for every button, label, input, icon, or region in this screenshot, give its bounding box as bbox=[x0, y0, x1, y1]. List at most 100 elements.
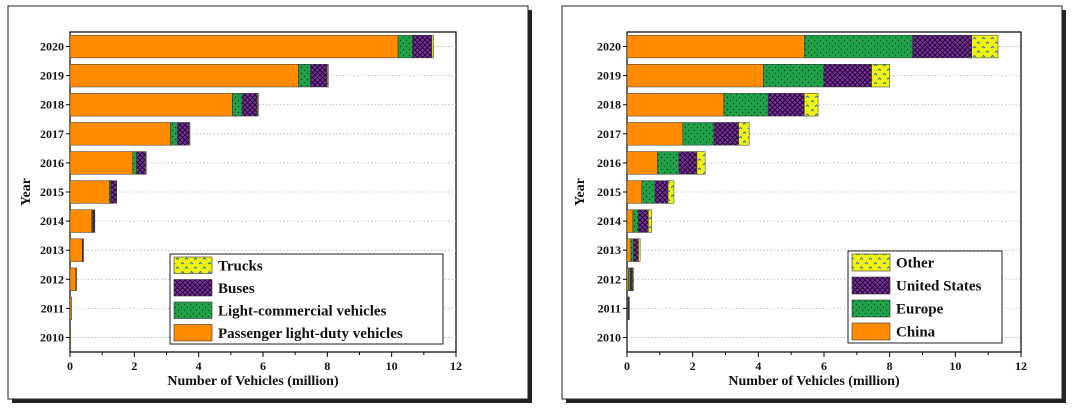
y-axis-title: Year bbox=[19, 178, 34, 206]
bar-2012-other bbox=[632, 267, 634, 291]
bar-2016-passenger-light-duty-vehicles bbox=[69, 151, 133, 175]
bar-2018-light-commercial-vehicles bbox=[232, 93, 243, 117]
bar-2016-europe bbox=[657, 151, 680, 175]
bar-2014-other bbox=[648, 209, 652, 233]
legend-box bbox=[169, 253, 444, 345]
y-tick-label-2015: 2015 bbox=[40, 185, 64, 199]
x-tick-label-8: 8 bbox=[324, 359, 330, 373]
legend-label-united-states: United States bbox=[896, 279, 982, 295]
bar-2018-united-states bbox=[767, 93, 805, 117]
legend-label-light-commercial-vehicles: Light-commercial vehicles bbox=[218, 303, 387, 319]
bar-2016-buses bbox=[136, 151, 146, 175]
bar-2014-united-states bbox=[638, 209, 649, 233]
legend-swatch-other bbox=[851, 253, 891, 272]
y-tick-label-2017: 2017 bbox=[597, 127, 621, 141]
x-tick-label-10: 10 bbox=[949, 359, 961, 373]
y-tick-label-2020: 2020 bbox=[597, 40, 621, 54]
x-tick-label-2: 2 bbox=[690, 359, 696, 373]
bar-2017-china bbox=[626, 122, 684, 146]
y-axis-title: Year bbox=[573, 178, 588, 206]
legend-swatch-light-commercial-vehicles bbox=[173, 301, 213, 319]
bar-2019-passenger-light-duty-vehicles bbox=[69, 64, 299, 88]
bar-2013-united-states bbox=[633, 238, 639, 262]
bar-2017-united-states bbox=[713, 122, 739, 146]
bar-2016-light-commercial-vehicles bbox=[132, 151, 137, 175]
bar-2019-europe bbox=[763, 64, 825, 88]
x-tick-label-8: 8 bbox=[887, 359, 893, 373]
y-tick-label-2018: 2018 bbox=[40, 98, 64, 112]
bar-2020-passenger-light-duty-vehicles bbox=[69, 34, 399, 59]
bar-2011-passenger-light-duty-vehicles bbox=[69, 296, 72, 320]
bar-2015-other bbox=[667, 180, 675, 204]
y-tick-label-2019: 2019 bbox=[40, 69, 64, 83]
y-tick-label-2020: 2020 bbox=[40, 40, 64, 54]
bar-2013-other bbox=[638, 238, 641, 262]
bar-2020-light-commercial-vehicles bbox=[397, 34, 413, 59]
x-tick-label-0: 0 bbox=[624, 359, 630, 373]
legend-swatch-buses bbox=[173, 279, 213, 297]
bar-2014-passenger-light-duty-vehicles bbox=[69, 209, 93, 233]
legend-label-other: Other bbox=[896, 256, 935, 272]
y-tick-label-2014: 2014 bbox=[40, 214, 64, 228]
y-tick-label-2011: 2011 bbox=[41, 301, 64, 315]
bar-2013-buses bbox=[82, 238, 84, 262]
bar-2016-china bbox=[626, 151, 658, 175]
y-tick-label-2010: 2010 bbox=[597, 330, 621, 344]
bar-2017-europe bbox=[682, 122, 715, 146]
legend-label-buses: Buses bbox=[218, 281, 255, 297]
bar-2019-light-commercial-vehicles bbox=[298, 64, 311, 88]
bar-2017-other bbox=[738, 122, 750, 146]
bar-2018-trucks bbox=[257, 93, 259, 117]
y-tick-label-2010: 2010 bbox=[40, 330, 64, 344]
bar-2016-trucks bbox=[145, 151, 147, 175]
bar-2020-united-states bbox=[912, 34, 972, 59]
legend-label-china: China bbox=[896, 325, 936, 341]
bar-2015-buses bbox=[110, 180, 117, 204]
bar-2020-china bbox=[626, 34, 805, 59]
bar-2017-buses bbox=[177, 122, 190, 146]
legend-swatch-trucks bbox=[173, 256, 213, 274]
bar-2010-passenger-light-duty-vehicles bbox=[69, 325, 71, 350]
x-tick-label-4: 4 bbox=[196, 359, 202, 373]
x-tick-label-10: 10 bbox=[386, 359, 398, 373]
legend-swatch-europe bbox=[851, 299, 891, 318]
legend-swatch-china bbox=[851, 322, 891, 341]
bar-2019-united-states bbox=[823, 64, 872, 88]
bar-2018-other bbox=[804, 93, 819, 117]
x-tick-label-6: 6 bbox=[260, 359, 266, 373]
bar-2020-trucks bbox=[431, 34, 434, 59]
bar-2018-china bbox=[626, 93, 725, 117]
y-tick-label-2014: 2014 bbox=[597, 214, 621, 228]
bar-2015-united-states bbox=[654, 180, 669, 204]
chart-panel-region: 2010 2011 2012 2013 2014 2015 2016 2017 2018 2019… bbox=[540, 0, 1080, 410]
y-tick-label-2018: 2018 bbox=[597, 98, 621, 112]
legend: Trucks Buses Light-commercial vehicles Pass… bbox=[169, 253, 444, 345]
x-axis-title: Number of Vehicles (million) bbox=[167, 374, 339, 389]
bar-2018-passenger-light-duty-vehicles bbox=[69, 93, 233, 117]
y-tick-label-2017: 2017 bbox=[40, 127, 64, 141]
x-tick-label-4: 4 bbox=[755, 359, 761, 373]
bar-2012-united-states bbox=[630, 267, 633, 291]
bar-2019-trucks bbox=[327, 64, 329, 88]
y-tick-label-2016: 2016 bbox=[40, 156, 64, 170]
bar-2017-light-commercial-vehicles bbox=[170, 122, 178, 146]
y-tick-label-2013: 2013 bbox=[40, 243, 64, 257]
y-tick-label-2013: 2013 bbox=[597, 243, 621, 257]
bar-2020-other bbox=[971, 34, 999, 59]
bar-2018-buses bbox=[241, 93, 258, 117]
y-tick-label-2012: 2012 bbox=[597, 272, 621, 286]
x-tick-label-12: 12 bbox=[1015, 359, 1027, 373]
bar-2014-china bbox=[626, 209, 634, 233]
x-tick-label-0: 0 bbox=[67, 359, 73, 373]
bar-2015-china bbox=[626, 180, 643, 204]
x-tick-label-12: 12 bbox=[450, 359, 462, 373]
bar-2019-china bbox=[626, 64, 764, 88]
x-axis-title: Number of Vehicles (million) bbox=[728, 374, 900, 389]
y-tick-label-2016: 2016 bbox=[597, 156, 621, 170]
legend-label-trucks: Trucks bbox=[218, 258, 263, 274]
bar-2013-passenger-light-duty-vehicles bbox=[69, 238, 83, 262]
y-tick-label-2011: 2011 bbox=[598, 301, 621, 315]
chart-panel-vehicle-type: 2010 2011 2012 2013 2014 2015 2016 2017 2018 2019… bbox=[7, 5, 532, 403]
bar-2019-buses bbox=[310, 64, 328, 88]
y-tick-label-2015: 2015 bbox=[597, 185, 621, 199]
